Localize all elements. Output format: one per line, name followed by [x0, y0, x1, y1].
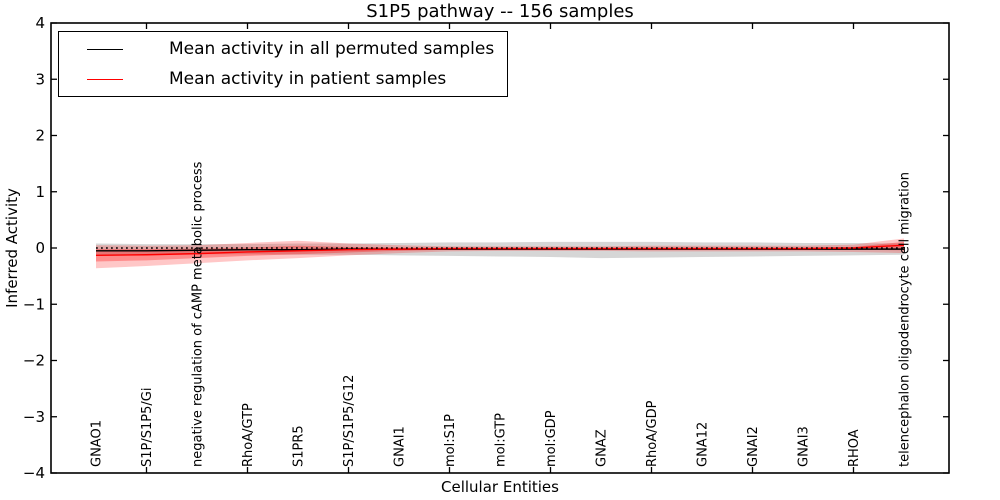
- category-label: telencephalon oligodendrocyte cell migra…: [898, 172, 913, 467]
- permuted-line-swatch: [87, 48, 123, 50]
- y-tick-label: −3: [23, 408, 45, 426]
- x-axis-label: Cellular Entities: [441, 478, 559, 496]
- category-label: mol:S1P: [443, 414, 458, 467]
- category-label: RHOA: [847, 429, 862, 467]
- patient-mean-line: [95, 244, 905, 257]
- patient-confidence-band-inner: [96, 241, 904, 262]
- patient-confidence-band-outer: [96, 238, 904, 269]
- category-label: GNAI1: [393, 426, 408, 467]
- y-tick-label: −2: [23, 352, 45, 370]
- category-label: GNAI3: [797, 426, 812, 467]
- chart-title: S1P5 pathway -- 156 samples: [366, 1, 634, 22]
- legend: Mean activity in all permuted samples Me…: [58, 31, 508, 97]
- category-label: negative regulation of cAMP metabolic pr…: [191, 161, 206, 467]
- y-tick-label: 0: [35, 239, 45, 257]
- y-tick-label: 3: [35, 70, 45, 88]
- category-label: GNA12: [696, 422, 711, 467]
- category-label: GNAZ: [595, 429, 610, 467]
- legend-label-permuted: Mean activity in all permuted samples: [169, 39, 495, 59]
- legend-item-permuted: Mean activity in all permuted samples: [59, 36, 507, 62]
- category-label: S1P/S1P5/Gi: [140, 388, 155, 467]
- category-label: S1PR5: [292, 425, 307, 467]
- legend-label-patient: Mean activity in patient samples: [169, 69, 447, 89]
- category-label: S1P/S1P5/G12: [342, 375, 357, 467]
- y-axis-label: Inferred Activity: [3, 188, 21, 308]
- category-label: RhoA/GDP: [645, 400, 660, 467]
- category-label: GNAI2: [746, 426, 761, 467]
- y-tick-label: 2: [35, 127, 45, 145]
- category-label: RhoA/GTP: [241, 403, 256, 467]
- permuted-confidence-band: [96, 241, 904, 259]
- patient-line-swatch: [87, 78, 123, 80]
- legend-item-patient: Mean activity in patient samples: [59, 66, 507, 92]
- category-label: GNAO1: [90, 420, 105, 467]
- y-tick-label: 1: [35, 183, 45, 201]
- category-label: mol:GTP: [494, 413, 509, 467]
- y-tick-label: −4: [23, 464, 45, 482]
- category-label: mol:GDP: [544, 410, 559, 467]
- y-tick-label: 4: [35, 14, 45, 32]
- y-tick-label: −1: [23, 295, 45, 313]
